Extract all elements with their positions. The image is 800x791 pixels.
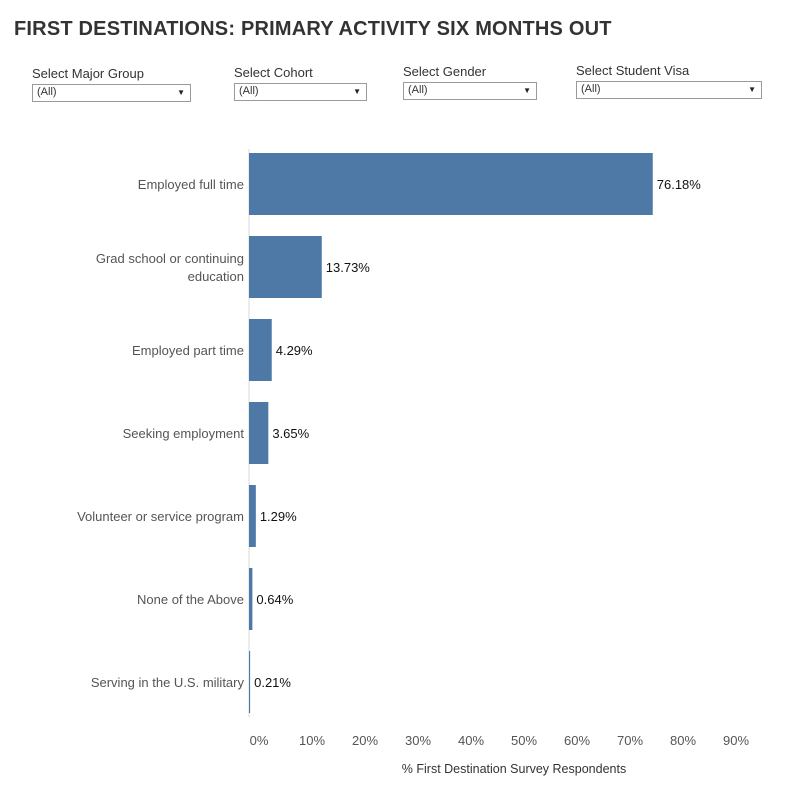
- filter-label: Select Gender: [403, 64, 487, 79]
- page-title: FIRST DESTINATIONS: PRIMARY ACTIVITY SIX…: [14, 18, 612, 40]
- x-tick-label: 20%: [352, 733, 378, 748]
- data-label: 3.65%: [272, 426, 309, 441]
- data-label: 0.64%: [256, 592, 293, 607]
- x-tick-label: 40%: [458, 733, 484, 748]
- bar: [249, 485, 256, 547]
- student-visa-select[interactable]: (All) ▼: [576, 81, 762, 99]
- x-tick-label: 10%: [299, 733, 325, 748]
- select-value: (All): [581, 83, 601, 95]
- category-label: Seeking employment: [123, 426, 245, 441]
- x-tick-label: 60%: [564, 733, 590, 748]
- bar: [249, 402, 269, 464]
- bar: [249, 651, 251, 713]
- bar: [249, 319, 272, 381]
- bar: [249, 153, 653, 215]
- category-label: Employed part time: [132, 343, 244, 358]
- bar: [249, 236, 322, 298]
- data-label: 0.21%: [254, 675, 291, 690]
- select-value: (All): [239, 85, 259, 97]
- select-value: (All): [37, 86, 57, 98]
- x-tick-label: 30%: [405, 733, 431, 748]
- gender-select[interactable]: (All) ▼: [403, 82, 537, 100]
- filter-label: Select Major Group: [32, 66, 144, 81]
- x-tick-label: 80%: [670, 733, 696, 748]
- category-label: Employed full time: [138, 177, 244, 192]
- data-label: 1.29%: [260, 509, 297, 524]
- x-tick-label: 70%: [617, 733, 643, 748]
- filter-student-visa: Select Student Visa (All) ▼: [576, 63, 762, 99]
- data-label: 4.29%: [276, 343, 313, 358]
- dropdown-arrow-icon: ▼: [748, 85, 756, 94]
- select-value: (All): [408, 84, 428, 96]
- x-tick-label: 90%: [723, 733, 749, 748]
- bar: [249, 568, 253, 630]
- category-label: Grad school or continuing: [96, 251, 244, 266]
- category-label: Serving in the U.S. military: [91, 675, 245, 690]
- filter-label: Select Student Visa: [576, 63, 690, 78]
- major-group-select[interactable]: (All) ▼: [32, 84, 191, 102]
- category-label: Volunteer or service program: [77, 509, 244, 524]
- x-tick-label: 50%: [511, 733, 537, 748]
- x-tick-label: 0%: [250, 733, 269, 748]
- dropdown-arrow-icon: ▼: [177, 88, 185, 97]
- x-axis-title: % First Destination Survey Respondents: [402, 762, 626, 776]
- category-label: None of the Above: [137, 592, 244, 607]
- cohort-select[interactable]: (All) ▼: [234, 83, 367, 101]
- category-label: education: [188, 269, 244, 284]
- filter-major-group: Select Major Group (All) ▼: [32, 66, 191, 102]
- filter-gender: Select Gender (All) ▼: [403, 64, 537, 100]
- dropdown-arrow-icon: ▼: [523, 86, 531, 95]
- filter-label: Select Cohort: [234, 65, 313, 80]
- dropdown-arrow-icon: ▼: [353, 87, 361, 96]
- filter-cohort: Select Cohort (All) ▼: [234, 65, 367, 101]
- data-label: 76.18%: [657, 177, 702, 192]
- data-label: 13.73%: [326, 260, 371, 275]
